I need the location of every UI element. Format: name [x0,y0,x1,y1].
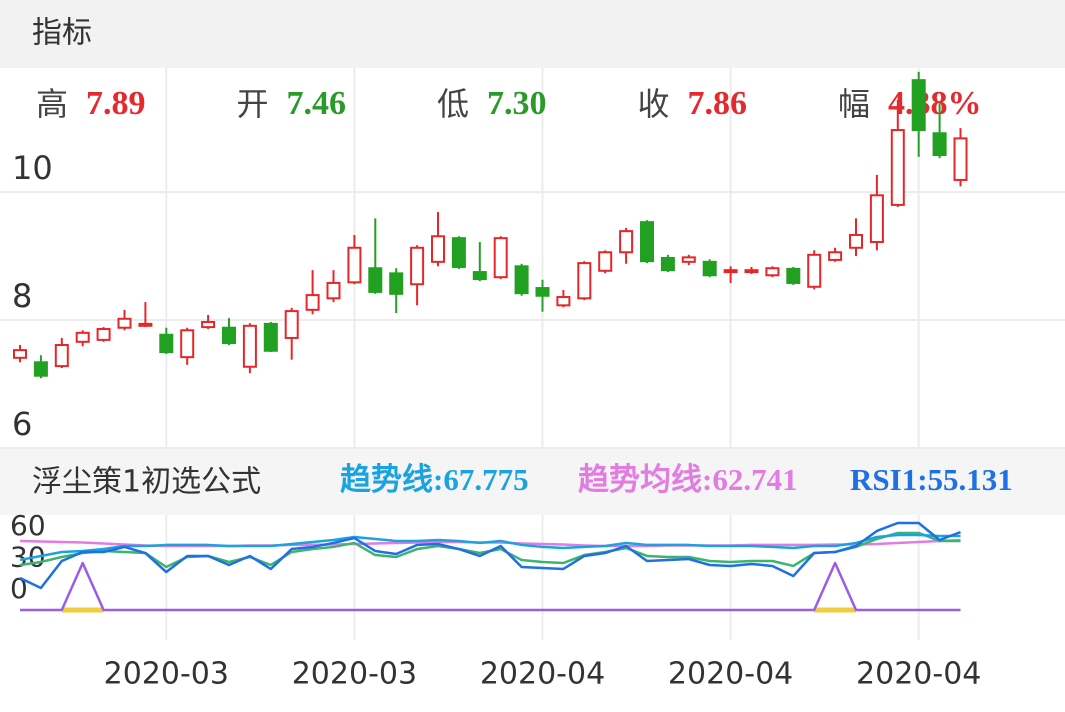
candle-body [744,269,759,274]
candle-body [54,344,69,368]
candle-body [681,256,696,263]
quote-label: 收 [638,85,670,123]
quote-label: 开 [237,85,269,123]
quote-label: 幅 [838,85,870,123]
series-line [20,561,961,612]
legend-entry: 趋势线:67.775 [340,462,529,497]
candle-body [828,251,843,261]
quote-value: 4.38% [888,85,982,122]
x-tick-label: 2020-04 [480,657,605,692]
candle-body [96,328,111,341]
candle-body [222,326,236,345]
candle-body [242,324,257,368]
candle-body [514,265,529,295]
candle-body [159,333,174,354]
candle-body [765,267,780,277]
candle-body [284,310,299,339]
header-band [0,0,1065,68]
header-title: 指标 [32,16,92,51]
y-tick-label: 6 [12,405,32,443]
candle-body [869,194,884,244]
candle-body [890,129,905,206]
candle-body [389,272,404,295]
candle-body [347,246,362,284]
candle-body [117,317,132,329]
candle-body [451,237,466,268]
candle-body [493,237,508,279]
candle-body [305,294,320,311]
x-tick-label: 2020-03 [104,657,229,692]
quote-label: 低 [437,85,469,123]
candle-body [660,257,675,272]
candle-body [201,320,216,329]
quote-label: 高 [36,85,68,123]
candle-body [410,246,425,286]
candle-body [472,271,487,281]
candle-body [13,349,27,359]
candle-body [953,137,968,181]
candle-body [263,322,278,352]
y-tick-label: 10 [12,149,53,187]
candle-body [33,361,48,377]
candle-body [849,233,863,249]
y-tick-label: 0 [10,572,28,605]
candle-body [75,331,90,343]
candle-body [577,262,592,300]
candle-body [326,281,341,300]
candle-body [598,251,613,272]
quote-value: 7.86 [688,85,748,122]
indicator-band [0,448,1065,515]
candle-body [431,235,445,263]
candle-body [723,269,738,274]
candle-body [180,329,195,359]
x-tick-label: 2020-04 [668,657,793,692]
quote-value: 7.30 [487,85,547,122]
y-tick-label: 8 [12,277,32,315]
candle-body [138,322,153,327]
y-tick-label: 60 [10,509,46,542]
legend-entry: RSI1:55.131 [850,462,1013,497]
candle-body [556,296,571,307]
candle-body [368,267,383,293]
series-line [19,533,961,562]
x-tick-label: 2020-04 [856,657,981,692]
candle-body [911,79,926,132]
legend-entry: 趋势均线:62.741 [578,462,798,497]
candle-body [932,132,947,157]
candle-body [807,253,822,288]
candle-body [786,267,801,284]
candle-body [535,287,550,297]
candle-body [640,221,654,263]
x-tick-label: 2020-03 [292,657,417,692]
candle-body [619,230,634,254]
indicator-title: 浮尘策1初选公式 [32,465,261,500]
series-line [19,521,961,590]
candle-body [702,260,717,277]
quote-value: 7.89 [86,85,146,122]
quote-value: 7.46 [287,85,347,122]
